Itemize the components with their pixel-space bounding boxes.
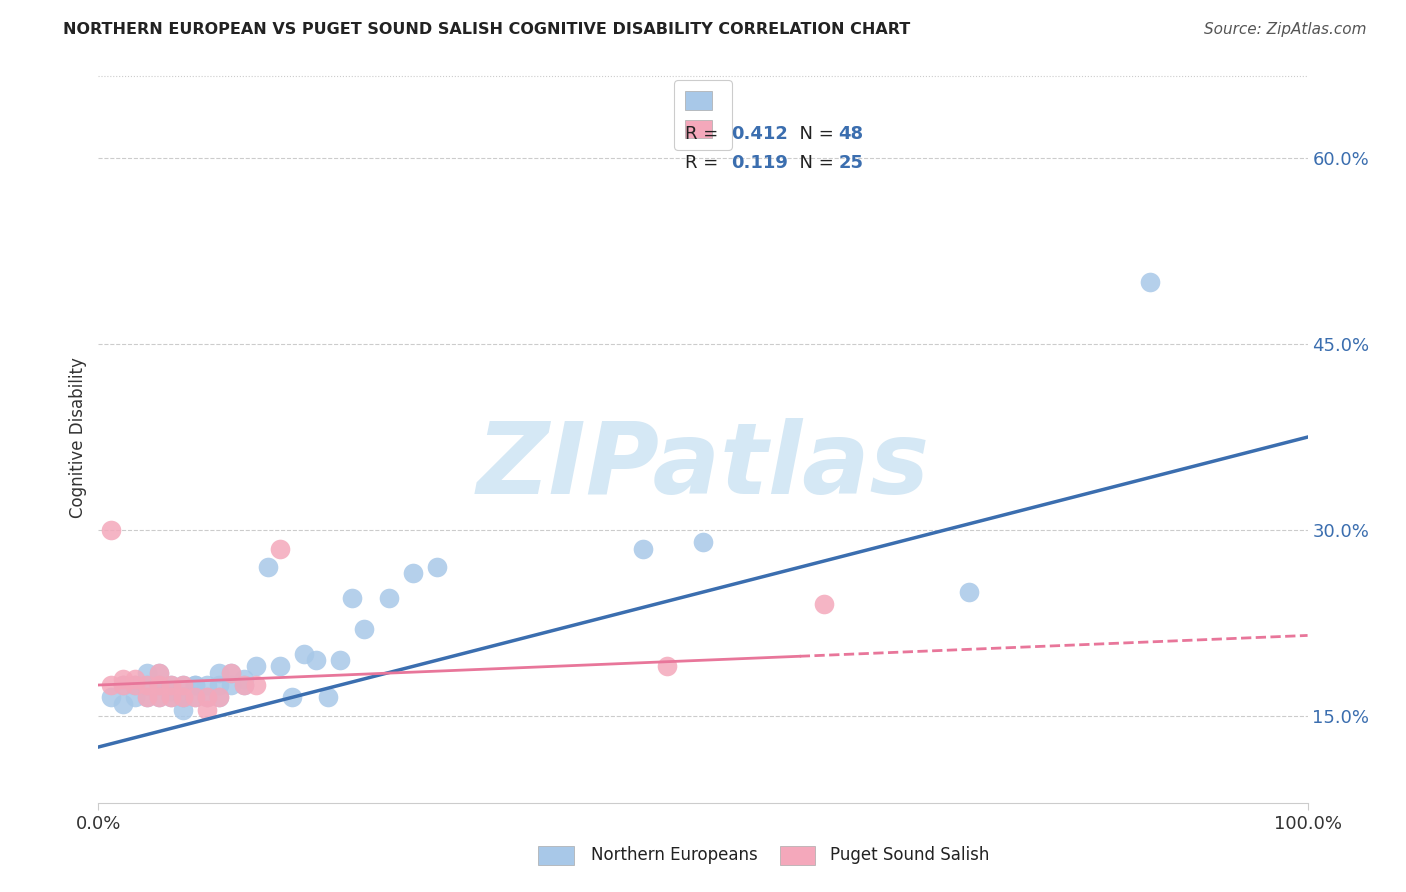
- Point: [148, 678, 170, 692]
- Point: [692, 535, 714, 549]
- Point: [208, 678, 231, 692]
- Point: [221, 665, 243, 680]
- Point: [245, 678, 267, 692]
- Point: [124, 678, 146, 692]
- Point: [195, 678, 218, 692]
- Point: [195, 690, 218, 705]
- Point: [281, 690, 304, 705]
- Point: [148, 665, 170, 680]
- Point: [329, 653, 352, 667]
- Text: NORTHERN EUROPEAN VS PUGET SOUND SALISH COGNITIVE DISABILITY CORRELATION CHART: NORTHERN EUROPEAN VS PUGET SOUND SALISH …: [63, 22, 911, 37]
- Text: R =: R =: [685, 125, 724, 143]
- Text: 0.119: 0.119: [731, 153, 787, 172]
- Point: [957, 585, 980, 599]
- Point: [160, 690, 183, 705]
- Point: [148, 690, 170, 705]
- Point: [353, 622, 375, 636]
- Point: [377, 591, 399, 606]
- Point: [813, 598, 835, 612]
- Point: [111, 678, 134, 692]
- Point: [111, 697, 134, 711]
- Point: [269, 541, 291, 556]
- Point: [305, 653, 328, 667]
- Point: [221, 665, 243, 680]
- Point: [195, 690, 218, 705]
- Point: [148, 678, 170, 692]
- Point: [100, 523, 122, 537]
- Text: N =: N =: [787, 125, 839, 143]
- Y-axis label: Cognitive Disability: Cognitive Disability: [69, 357, 87, 517]
- Point: [221, 678, 243, 692]
- Text: R =: R =: [685, 153, 724, 172]
- Point: [148, 678, 170, 692]
- Point: [148, 690, 170, 705]
- Point: [245, 659, 267, 673]
- Point: [208, 665, 231, 680]
- Point: [135, 665, 157, 680]
- Point: [135, 678, 157, 692]
- Text: N =: N =: [787, 153, 839, 172]
- Point: [111, 678, 134, 692]
- Text: 25: 25: [838, 153, 863, 172]
- Point: [160, 684, 183, 698]
- Point: [292, 647, 315, 661]
- Text: Northern Europeans: Northern Europeans: [591, 846, 758, 863]
- Point: [342, 591, 364, 606]
- Legend: , : ,: [673, 80, 733, 150]
- Point: [232, 672, 254, 686]
- Point: [172, 678, 194, 692]
- Point: [208, 690, 231, 705]
- Point: [124, 678, 146, 692]
- Point: [100, 690, 122, 705]
- Point: [148, 665, 170, 680]
- Point: [316, 690, 339, 705]
- Point: [1139, 275, 1161, 289]
- Point: [402, 566, 425, 581]
- Point: [135, 690, 157, 705]
- Point: [184, 678, 207, 692]
- Point: [172, 678, 194, 692]
- Point: [256, 560, 278, 574]
- Point: [160, 678, 183, 692]
- Point: [184, 690, 207, 705]
- Point: [184, 690, 207, 705]
- Point: [655, 659, 678, 673]
- Point: [135, 678, 157, 692]
- Point: [195, 703, 218, 717]
- Point: [160, 678, 183, 692]
- Point: [100, 678, 122, 692]
- Point: [232, 678, 254, 692]
- Point: [184, 678, 207, 692]
- Point: [172, 703, 194, 717]
- Point: [160, 690, 183, 705]
- Point: [232, 678, 254, 692]
- Point: [124, 672, 146, 686]
- Point: [124, 690, 146, 705]
- Point: [269, 659, 291, 673]
- Point: [135, 690, 157, 705]
- Point: [208, 690, 231, 705]
- Point: [426, 560, 449, 574]
- Point: [172, 690, 194, 705]
- Text: Puget Sound Salish: Puget Sound Salish: [830, 846, 988, 863]
- Text: 48: 48: [838, 125, 863, 143]
- Point: [172, 690, 194, 705]
- Point: [631, 541, 654, 556]
- Text: 0.412: 0.412: [731, 125, 787, 143]
- Point: [172, 690, 194, 705]
- Text: Source: ZipAtlas.com: Source: ZipAtlas.com: [1204, 22, 1367, 37]
- Point: [111, 672, 134, 686]
- Text: ZIPatlas: ZIPatlas: [477, 417, 929, 515]
